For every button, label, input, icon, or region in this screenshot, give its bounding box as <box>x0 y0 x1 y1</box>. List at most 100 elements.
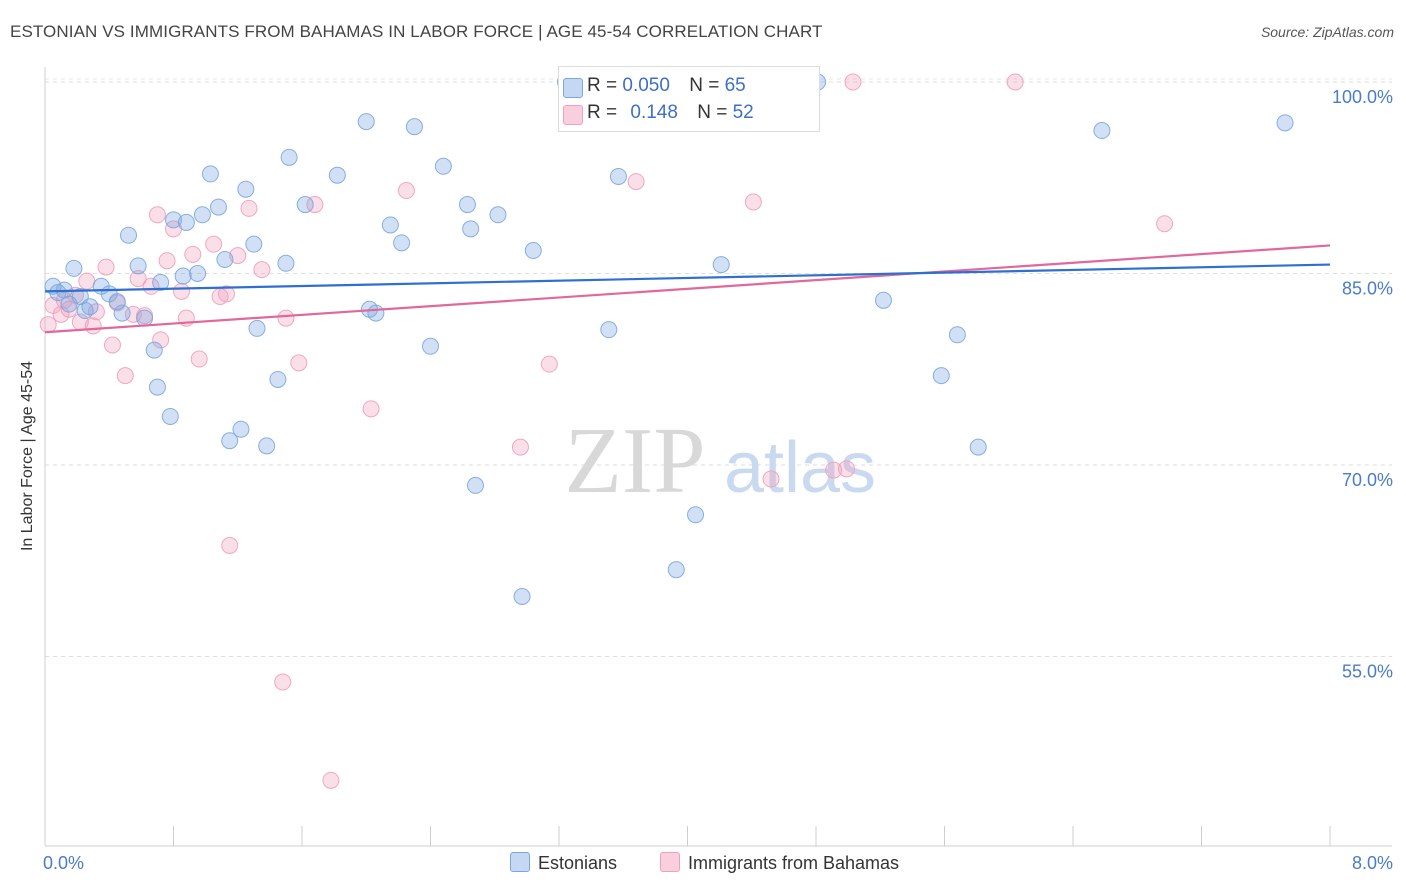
bahamas-point <box>221 536 239 554</box>
legend-r-value: 0.148 <box>630 102 678 123</box>
estonian-point <box>513 587 531 605</box>
estonian-point <box>136 309 154 327</box>
bahamas-point <box>825 461 843 479</box>
legend-swatch-estonians <box>510 852 530 872</box>
bahamas-point <box>97 258 115 276</box>
legend-row-estonians: R = 0.050 N = 65 <box>563 75 746 101</box>
bahamas-point <box>229 247 247 265</box>
bahamas-point <box>838 460 856 478</box>
bahamas-point <box>152 331 170 349</box>
watermark: ZIP atlas <box>565 409 877 513</box>
bahamas-point <box>148 206 166 224</box>
bahamas-point <box>103 336 121 354</box>
bahamas-point <box>173 282 191 300</box>
estonian-point <box>76 302 94 320</box>
estonian-point <box>152 273 170 291</box>
legend-n-label: N = <box>689 75 720 96</box>
bahamas-point <box>290 354 308 372</box>
estonian-point <box>209 198 227 216</box>
estonian-point <box>434 157 452 175</box>
bahamas-point <box>116 367 134 385</box>
legend-r-label: R = <box>587 75 618 96</box>
tick-labels: 55.0% 70.0% 85.0% 100.0% 0.0% 8.0% <box>43 87 1393 873</box>
estonian-point <box>874 291 892 309</box>
estonian-point <box>367 304 385 322</box>
estonian-point <box>381 216 399 234</box>
estonian-point <box>232 420 250 438</box>
bahamas-point <box>306 196 324 214</box>
estonian-point <box>177 213 195 231</box>
bahamas-point <box>1156 215 1174 233</box>
grid-lines <box>45 78 1392 657</box>
bottom-legend-bahamas: Immigrants from Bahamas <box>660 852 899 874</box>
trend-line-estonians <box>44 263 1331 293</box>
watermark-zip: ZIP <box>565 409 706 513</box>
bahamas-point <box>205 235 223 253</box>
legend-r-label: R = <box>587 102 618 123</box>
estonian-point <box>189 265 207 282</box>
estonian-point <box>237 180 255 198</box>
legend-row-bahamas: R = 0.148 N = 52 <box>563 102 754 128</box>
estonian-point <box>129 257 147 275</box>
legend-label-bahamas: Immigrants from Bahamas <box>688 853 900 873</box>
bahamas-point <box>322 771 340 789</box>
estonian-point <box>161 407 179 425</box>
estonian-point <box>221 432 239 450</box>
estonian-point <box>193 206 211 224</box>
chart-title: ESTONIAN VS IMMIGRANTS FROM BAHAMAS IN L… <box>10 22 823 41</box>
bahamas-point <box>129 270 147 288</box>
estonian-point <box>148 378 166 396</box>
estonian-point <box>165 211 182 229</box>
legend-n-value: 52 <box>732 102 754 123</box>
bahamas-point <box>540 355 558 373</box>
estonian-point <box>1093 122 1111 140</box>
bahamas-point <box>1006 73 1024 91</box>
estonian-point <box>712 256 730 274</box>
estonian-point <box>1276 114 1294 132</box>
bahamas-point <box>84 317 102 335</box>
estonian-point <box>393 234 411 252</box>
bahamas-point <box>627 173 645 191</box>
estonian-point <box>489 206 507 224</box>
y-tick-label: 55.0% <box>1342 662 1393 682</box>
estonian-point <box>174 267 192 285</box>
bahamas-point <box>253 261 271 279</box>
estonian-point <box>65 259 83 277</box>
estonian-point <box>609 167 627 185</box>
estonian-point <box>600 321 618 339</box>
bahamas-point <box>39 316 57 334</box>
estonian-point <box>458 196 476 214</box>
estonian-point <box>405 118 423 136</box>
trend-line-bahamas <box>44 244 1331 334</box>
bahamas-point <box>511 438 529 456</box>
estonian-point <box>113 304 131 322</box>
bahamas-point <box>844 73 862 91</box>
estonian-point <box>280 148 298 166</box>
watermark-atlas: atlas <box>724 428 876 508</box>
estonian-point <box>328 166 346 184</box>
legend-swatch-bahamas <box>563 105 583 125</box>
bahamas-point <box>762 470 780 488</box>
bahamas-point <box>362 400 380 418</box>
bahamas-point <box>78 272 96 290</box>
estonian-point <box>462 220 480 238</box>
series-estonians-points <box>44 73 1294 605</box>
legend-n-value: 65 <box>724 75 746 96</box>
bahamas-point <box>240 199 258 217</box>
bahamas-point <box>184 245 202 263</box>
trend-lines <box>44 244 1331 334</box>
legend-swatch-estonians <box>563 78 583 98</box>
estonian-point <box>245 235 263 253</box>
estonian-point <box>466 476 484 494</box>
bahamas-point <box>218 285 236 303</box>
estonian-point <box>524 242 542 260</box>
estonian-point <box>60 295 78 313</box>
bahamas-point <box>277 309 295 327</box>
axes <box>44 67 1392 847</box>
bahamas-point <box>744 193 762 211</box>
estonian-point <box>120 226 138 244</box>
estonian-point <box>422 337 439 355</box>
correlation-legend: R = 0.050 N = 65 R = 0.148 N = 52 <box>558 66 820 132</box>
estonian-point <box>145 341 163 359</box>
